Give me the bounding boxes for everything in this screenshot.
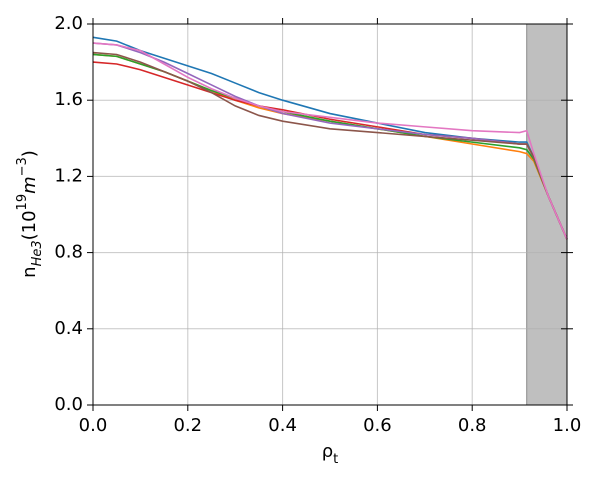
y-tick-label: 1.6 xyxy=(54,89,83,110)
y-axis-label: nHe3(1019m−3) xyxy=(15,150,45,278)
x-label-sub: t xyxy=(333,452,338,467)
y-label-part: (10 xyxy=(19,210,40,240)
y-label-part: n xyxy=(19,266,40,277)
x-tick-label: 0.2 xyxy=(173,415,202,436)
shaded-region xyxy=(526,23,568,406)
x-label-main: ρ xyxy=(322,441,333,462)
data-line xyxy=(92,36,568,240)
x-tick-label: 0.8 xyxy=(458,415,487,436)
x-tick-label: 0.0 xyxy=(79,415,108,436)
y-label-sub: He3 xyxy=(30,240,45,266)
y-label-sup: 19 xyxy=(15,194,30,211)
data-line xyxy=(92,53,568,240)
plot-frame xyxy=(92,23,568,406)
x-tick-label: 1.0 xyxy=(553,415,582,436)
y-label-part: ) xyxy=(19,150,40,157)
data-line xyxy=(92,61,568,240)
y-label-part: m xyxy=(19,176,40,194)
data-line xyxy=(92,51,568,240)
data-line xyxy=(92,42,568,240)
data-line xyxy=(92,53,568,240)
y-tick-label: 0.4 xyxy=(54,318,83,339)
y-tick-label: 0.8 xyxy=(54,242,83,263)
y-tick-label: 1.2 xyxy=(54,165,83,186)
x-axis-label: ρt xyxy=(322,441,339,467)
x-tick-label: 0.6 xyxy=(363,415,392,436)
y-tick-label: 2.0 xyxy=(54,13,83,34)
y-tick-label: 0.0 xyxy=(54,394,83,415)
y-label-sup: −3 xyxy=(15,157,30,176)
x-tick-label: 0.4 xyxy=(268,415,297,436)
